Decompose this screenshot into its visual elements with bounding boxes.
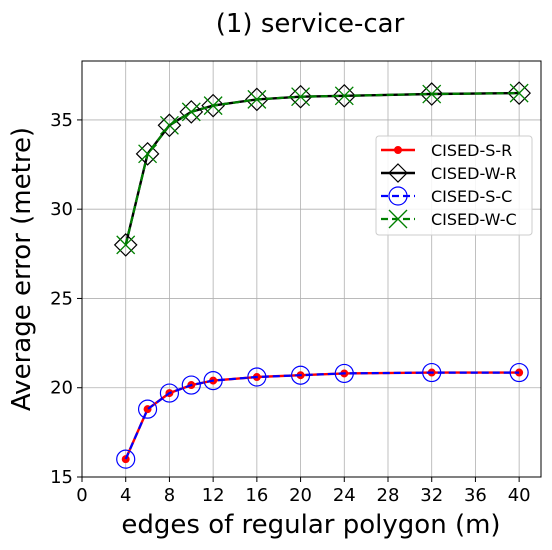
circle-marker (137, 399, 158, 419)
axis-ticks: 0 4 8 12 16 20 24 28 32 36 40 15 20 25 30 35 (50, 110, 531, 506)
diamond-marker (135, 141, 160, 166)
circle-marker (181, 375, 201, 395)
diamond-marker (332, 83, 357, 108)
circle-marker (388, 186, 408, 206)
circle-marker (247, 367, 267, 387)
x-marker (247, 89, 267, 109)
legend-label: CISED-W-R (431, 164, 517, 183)
series-line (124, 371, 520, 460)
x-marker (181, 102, 201, 122)
series-CISED-S-C (116, 362, 529, 469)
x-marker (138, 144, 158, 164)
series-layer (113, 81, 531, 469)
y-tick-label: 30 (50, 199, 73, 220)
x-tick-label: 24 (333, 485, 356, 506)
x-tick-label: 40 (508, 485, 531, 506)
y-tick-label: 35 (50, 110, 73, 131)
x-axis-title: edges of regular polygon (m) (121, 510, 500, 540)
x-tick-label: 36 (464, 485, 487, 506)
circle-marker (203, 370, 223, 391)
x-tick-label: 28 (377, 485, 400, 506)
x-marker (334, 86, 354, 106)
circle-marker (116, 449, 136, 469)
diamond-marker (419, 82, 444, 106)
plot-area-frame (81, 60, 542, 478)
x-marker (388, 209, 408, 229)
grid-lines (81, 61, 541, 478)
diamond-marker (245, 87, 269, 112)
x-marker (203, 96, 223, 116)
legend: CISED-S-R CISED-W-R CISED-S-C CISED-W-C (375, 135, 533, 236)
series-line (124, 371, 520, 460)
legend-item: CISED-W-R (381, 163, 517, 183)
x-tick-label: 0 (76, 485, 87, 506)
x-tick-label: 20 (289, 485, 312, 506)
legend-label: CISED-S-R (431, 141, 512, 160)
x-marker (116, 235, 136, 255)
x-tick-label: 16 (245, 485, 268, 506)
series-line (124, 92, 520, 246)
x-tick-label: 4 (120, 485, 131, 506)
x-marker (291, 87, 311, 107)
legend-item: CISED-W-C (381, 209, 517, 229)
circle-marker (159, 383, 180, 403)
x-marker (509, 83, 529, 103)
circle-marker (334, 363, 354, 384)
circle-marker (290, 365, 311, 385)
diamond-marker (507, 81, 531, 105)
y-tick-label: 20 (50, 378, 73, 399)
y-axis-title: Average error (metre) (7, 127, 37, 411)
legend-label: CISED-W-C (431, 210, 517, 229)
diamond-marker (388, 163, 408, 183)
diamond-marker (113, 233, 138, 257)
x-tick-label: 12 (202, 485, 225, 506)
circle-marker (509, 362, 529, 383)
x-marker (159, 115, 179, 135)
circle-marker (422, 362, 442, 383)
x-tick-label: 8 (164, 485, 175, 506)
legend-box (375, 135, 533, 236)
legend-item: CISED-S-C (381, 186, 512, 206)
diamond-marker (288, 84, 313, 109)
x-marker (422, 84, 442, 104)
legend-item: CISED-S-R (381, 141, 512, 160)
legend-label: CISED-S-C (431, 187, 512, 206)
y-tick-label: 15 (50, 467, 73, 488)
chart-title: (1) service-car (216, 9, 405, 39)
dot-marker (394, 146, 402, 154)
series-CISED-W-C (116, 83, 529, 255)
y-tick-label: 25 (50, 288, 73, 309)
diamond-marker (201, 93, 225, 118)
diamond-marker (179, 100, 204, 124)
x-tick-label: 32 (420, 485, 443, 506)
